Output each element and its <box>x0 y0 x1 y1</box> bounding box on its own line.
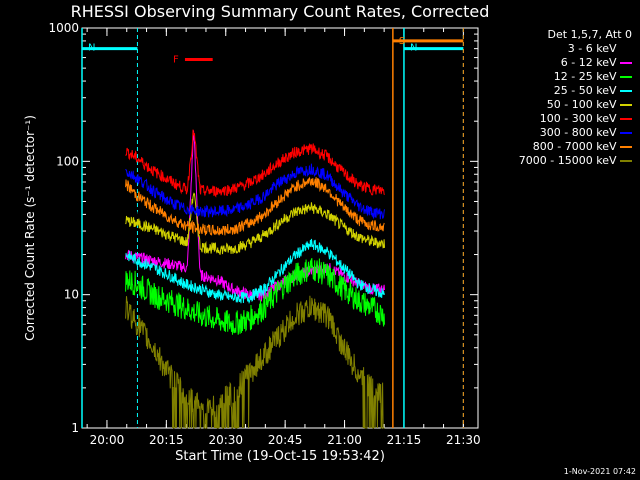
legend-entry: 800 - 7000 keV <box>533 140 632 153</box>
x-tick-label: 20:15 <box>149 433 184 447</box>
y-tick-label: 100 <box>56 154 79 168</box>
legend-label: 6 - 12 keV <box>560 56 620 69</box>
legend-swatch <box>620 146 632 148</box>
x-tick-label: 21:15 <box>387 433 422 447</box>
series-line-5 <box>125 129 385 198</box>
series-line-4 <box>125 192 385 255</box>
chart-title: RHESSI Observing Summary Count Rates, Co… <box>71 2 490 21</box>
y-tick-label: 1000 <box>48 21 79 35</box>
x-tick-label: 20:45 <box>268 433 303 447</box>
legend-entry: 300 - 800 keV <box>540 126 632 139</box>
timestamp: 1-Nov-2021 07:42 <box>563 467 636 476</box>
x-tick-label: 21:00 <box>327 433 362 447</box>
legend-swatch <box>620 118 632 120</box>
legend-swatch <box>620 104 632 106</box>
legend-label: 3 - 6 keV <box>567 42 620 55</box>
legend-label: 300 - 800 keV <box>539 126 620 139</box>
y-tick-label: 1 <box>71 421 79 435</box>
y-axis-label: Corrected Count Rate (s⁻¹ detector⁻¹) <box>23 115 37 341</box>
legend-label: 100 - 300 keV <box>539 112 620 125</box>
x-tick-label: 20:30 <box>208 433 243 447</box>
legend-entry: 7000 - 15000 keV <box>519 154 632 167</box>
legend-header: Det 1,5,7, Att 0 <box>547 28 632 41</box>
series-line-6 <box>125 163 385 220</box>
annotation-night-label: N <box>88 43 95 54</box>
legend-label: 12 - 25 keV <box>553 70 620 83</box>
legend-swatch <box>620 76 632 78</box>
annotation-flare-label: F <box>173 55 179 66</box>
legend-entry: 25 - 50 keV <box>554 84 632 97</box>
legend-label: 50 - 100 keV <box>546 98 620 111</box>
legend-label: 800 - 7000 keV <box>532 140 620 153</box>
legend-swatch <box>620 90 632 92</box>
legend-label: 7000 - 15000 keV <box>518 154 620 167</box>
legend-swatch <box>620 48 632 50</box>
y-tick-label: 10 <box>64 288 79 302</box>
x-axis-label: Start Time (19-Oct-15 19:53:42) <box>175 449 385 464</box>
legend-entry: 3 - 6 keV <box>568 42 632 55</box>
series-line-7 <box>125 176 385 237</box>
legend-swatch <box>620 160 632 162</box>
x-tick-label: 20:00 <box>90 433 125 447</box>
legend-swatch <box>620 132 632 134</box>
legend-entry: 100 - 300 keV <box>540 112 632 125</box>
annotation-night-label: N <box>410 43 417 54</box>
x-tick-label: 21:30 <box>446 433 481 447</box>
legend-swatch <box>620 62 632 64</box>
legend-entry: 6 - 12 keV <box>561 56 632 69</box>
series-line-8 <box>125 295 385 429</box>
series-line-3 <box>125 238 385 304</box>
annotation-saa-label: S <box>399 36 405 47</box>
series-line-2 <box>125 257 385 335</box>
legend-entry: 12 - 25 keV <box>554 70 632 83</box>
legend-label: 25 - 50 keV <box>553 84 620 97</box>
legend-entry: 50 - 100 keV <box>547 98 632 111</box>
